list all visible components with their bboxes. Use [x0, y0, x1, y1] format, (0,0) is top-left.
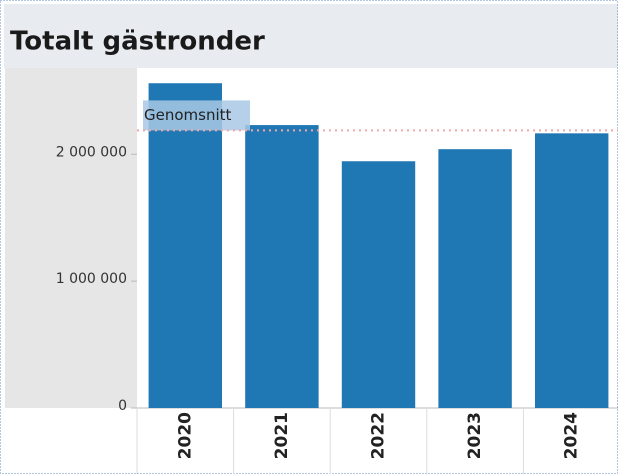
reference-label-bg [143, 100, 250, 131]
y-tick-label: 2 000 000 [56, 144, 127, 160]
x-tick-label: 2023 [465, 412, 485, 459]
y-axis-pane [5, 68, 137, 408]
bar [148, 83, 223, 408]
bar [438, 149, 512, 408]
bar [534, 133, 609, 408]
y-tick-label: 0 [118, 398, 127, 414]
title-bar [4, 4, 618, 68]
bar [245, 125, 319, 409]
x-tick-label: 2021 [272, 412, 292, 459]
x-tick-label: 2020 [175, 412, 195, 459]
chart-title: Totalt gästronder [10, 27, 265, 57]
x-tick-label: 2022 [369, 412, 389, 459]
reference-label: Genomsnitt [144, 106, 232, 124]
y-tick-label: 1 000 000 [56, 271, 127, 287]
bar [341, 161, 416, 408]
x-tick-label: 2024 [562, 412, 582, 459]
